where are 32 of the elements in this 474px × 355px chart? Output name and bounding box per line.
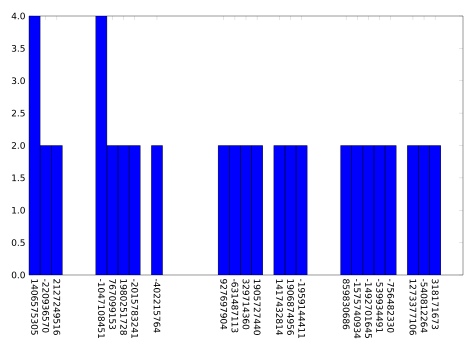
x-tick-label: -1492701645 [365, 278, 372, 338]
x-tick-label: 329714360 [242, 279, 250, 330]
x-tick-label: 1273377106 [410, 280, 416, 335]
y-tick-label: 4.0 [12, 12, 25, 20]
x-tick-label: 859830686 [342, 279, 350, 330]
x-tick-label: 1980251728 [120, 280, 127, 335]
x-tick-label: -756482330 [387, 278, 394, 332]
x-tick-label: -1047108451 [98, 278, 105, 338]
x-tick-label: 318171673 [432, 279, 439, 330]
y-tick-label: 0.0 [12, 272, 25, 278]
x-tick-label: -539934491 [376, 278, 383, 332]
y-tick-label: 2.0 [12, 142, 25, 149]
y-tick-label: 3.5 [12, 44, 25, 52]
x-tick-label: -220936570 [42, 278, 50, 332]
x-tick-label: 1905727440 [254, 280, 261, 335]
x-tick-label: -1959144411 [298, 278, 306, 338]
x-tick-label: -540812264 [420, 278, 428, 333]
y-tick-label: 2.5 [12, 110, 25, 117]
x-tick-label: 927697904 [220, 279, 228, 330]
x-tick-label: 1906874956 [287, 280, 294, 335]
x-tick-label: -1575740934 [354, 278, 361, 338]
y-tick-label: 3.0 [12, 77, 25, 84]
y-tick-label: 1.5 [12, 174, 25, 182]
x-tick-label: -402215764 [154, 278, 160, 333]
y-tick-label: 1.0 [12, 206, 25, 214]
x-tick-label: -631487113 [231, 278, 238, 332]
x-tick-label: 2127249516 [53, 279, 60, 335]
x-tick-label: 1417432814 [276, 280, 283, 336]
x-tick-label: 767099153 [109, 279, 116, 330]
y-tick-label: 0.5 [12, 239, 25, 246]
x-tick-label: 1406575305 [31, 280, 38, 335]
x-tick-label: -2015783241 [131, 278, 138, 338]
